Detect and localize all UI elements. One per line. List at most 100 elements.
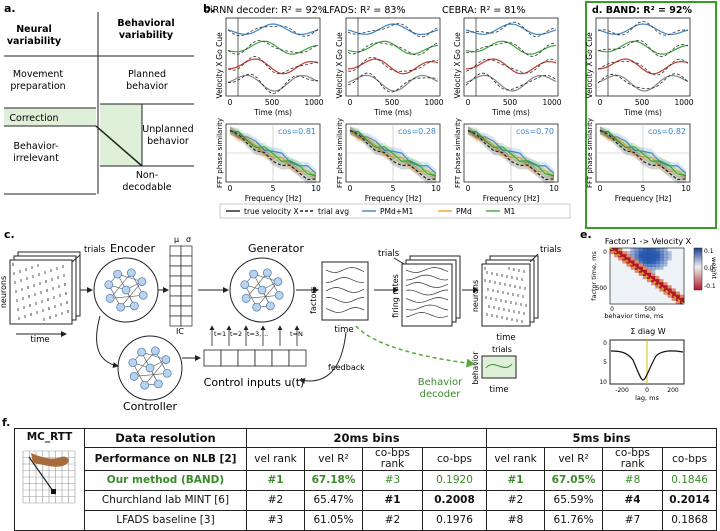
freq-tick: 0 — [466, 184, 471, 193]
cell: #1 — [246, 470, 305, 491]
trace-line — [347, 74, 439, 92]
cbar-tick-1: 0.0 — [704, 265, 714, 272]
fft-line — [467, 129, 555, 174]
go-cue-label: Go Cue — [335, 32, 344, 60]
time-tick: 500 — [635, 98, 650, 107]
trace-avg-line — [597, 39, 689, 58]
trace-line — [227, 58, 319, 75]
trials-label-2: trials — [378, 249, 400, 259]
heat-xtick-0: 0 — [610, 306, 614, 313]
neural-header-2: variability — [7, 36, 62, 47]
trace-avg-line — [347, 42, 439, 56]
cbar-tick-0: 0.1 — [704, 248, 714, 255]
col-cobps-rank-20: co-bps rank — [362, 447, 423, 471]
nlb-results-table: MC_RTT Data resolution 20ms bins 5ms bin… — [14, 428, 718, 531]
firing-rates-label: firing rates — [391, 274, 400, 318]
legend-entry: true velocity X — [244, 207, 299, 216]
time-tick: 0 — [598, 98, 603, 107]
trace-avg-line — [227, 73, 319, 94]
bins5-header: 5ms bins — [486, 428, 718, 448]
correction-label: Correction — [9, 113, 58, 124]
behavioral-header-1: Behavioral — [117, 18, 174, 29]
freq-tick: 5 — [641, 184, 646, 193]
fft-ylabel: FFT phase similarity — [454, 118, 462, 188]
tn-label: t=N — [290, 330, 303, 338]
cell: #4 — [602, 490, 664, 511]
col-vel-rank-5: vel rank — [486, 447, 546, 471]
freq-tick: 0 — [598, 184, 603, 193]
maze-icon — [22, 450, 75, 504]
neurons-label-2: neurons — [471, 280, 480, 312]
model-title: CEBRA: R² = 81% — [442, 5, 525, 16]
trace-avg-line — [465, 58, 557, 74]
time-label-2: time — [334, 325, 353, 335]
behavior-decoder-1: Behavior — [418, 377, 463, 388]
band-highlight-box — [585, 1, 717, 229]
trace-avg-line — [597, 21, 689, 36]
colorbar — [693, 247, 703, 291]
planned-label-1: Planned — [128, 69, 166, 80]
cell: #2 — [246, 490, 305, 511]
trace-avg-line — [227, 56, 319, 75]
trace-avg-line — [597, 73, 689, 90]
trace-axes — [345, 17, 441, 97]
movement-label-2: preparation — [10, 81, 65, 92]
velocity-label: Velocity X — [453, 62, 462, 99]
trace-line — [465, 58, 557, 75]
heatmap-title: Factor 1 -> Velocity X — [605, 237, 692, 246]
freq-axis-label: Frequency [Hz] — [245, 194, 302, 203]
lag-tick-0: -200 — [615, 387, 629, 394]
freq-tick: 5 — [509, 184, 514, 193]
velocity-label: Velocity X — [215, 62, 224, 99]
go-cue-label: Go Cue — [215, 32, 224, 60]
trace-line — [227, 74, 319, 92]
t3-label: t=3, — [247, 330, 261, 338]
cell: #1 — [362, 490, 423, 511]
go-cue-label: Go Cue — [585, 32, 594, 60]
tdots-label: ... — [262, 330, 268, 338]
heatmap-xlabel: behavior time, ms — [604, 312, 664, 320]
trace-line — [465, 74, 557, 92]
trace-line — [465, 40, 557, 55]
table-row: Churchland lab MINT [6] #2 65.47% #1 0.2… — [15, 490, 718, 511]
legend-box — [219, 203, 571, 219]
mc-rtt-cell: MC_RTT — [14, 428, 85, 531]
panel-c-diagram: neurons time trials Encoder μ σ IC Gener… — [0, 235, 562, 413]
generator-label: Generator — [248, 242, 304, 255]
fft-line — [229, 129, 317, 181]
col-performance: Performance on NLB [2] — [84, 447, 247, 471]
time-tick: 0 — [348, 98, 353, 107]
fft-line — [229, 129, 317, 174]
time-axis-label: Time (ms) — [253, 108, 292, 117]
cos-value: cos=0.28 — [398, 127, 436, 136]
fft-line — [599, 129, 687, 174]
cell: 65.59% — [544, 490, 604, 511]
diag-ytick-1: 5 — [603, 359, 607, 366]
col-cobps-20: co-bps — [421, 447, 488, 471]
fft-line — [467, 129, 555, 181]
time-tick: 1000 — [424, 98, 443, 107]
table-row: LFADS baseline [3] #3 61.05% #2 0.1976 #… — [15, 510, 718, 531]
factors-label: factors — [309, 286, 318, 314]
time-label-4: time — [489, 385, 508, 395]
fft-ylabel: FFT phase similarity — [586, 118, 594, 188]
freq-axis-label: Frequency [Hz] — [615, 194, 672, 203]
trace-avg-line — [347, 72, 439, 93]
encoder-label: Encoder — [110, 242, 155, 255]
trace-avg-line — [466, 21, 557, 38]
col-cobps-rank-5: co-bps rank — [602, 447, 664, 471]
dataset-label: MC_RTT — [26, 431, 73, 443]
col-vel-r2-5: vel R² — [544, 447, 604, 471]
diag-title: Σ diag W — [630, 327, 665, 336]
panel-b-legend: true velocity X trial avg PMd+M1 PMd M1 — [219, 203, 571, 219]
heat-xtick-1: 500 — [644, 306, 656, 313]
freq-tick: 10 — [549, 184, 559, 193]
panel-c-letter: c. — [4, 228, 15, 241]
freq-tick: 5 — [391, 184, 396, 193]
freq-tick: 10 — [431, 184, 441, 193]
fft-ylabel: FFT phase similarity — [216, 118, 224, 188]
col-vel-rank-20: vel rank — [246, 447, 305, 471]
panel-a-letter: a. — [4, 2, 16, 15]
trace-axes — [225, 17, 321, 97]
movement-label-1: Movement — [13, 69, 64, 80]
